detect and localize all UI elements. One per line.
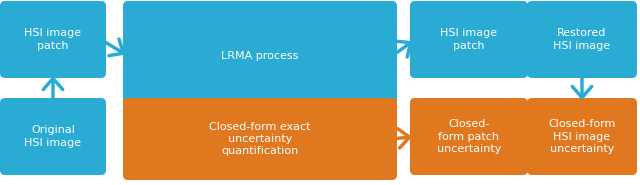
FancyBboxPatch shape: [527, 1, 637, 78]
Text: LRMA process: LRMA process: [221, 51, 299, 61]
Text: Closed-form exact
uncertainty
quantification: Closed-form exact uncertainty quantifica…: [209, 122, 311, 156]
FancyBboxPatch shape: [0, 98, 106, 175]
FancyBboxPatch shape: [123, 98, 397, 180]
FancyBboxPatch shape: [527, 98, 637, 175]
FancyBboxPatch shape: [410, 1, 528, 78]
Text: HSI image
patch: HSI image patch: [24, 28, 81, 51]
Text: HSI image
patch: HSI image patch: [440, 28, 497, 51]
Text: Original
HSI image: Original HSI image: [24, 125, 81, 148]
FancyBboxPatch shape: [0, 1, 106, 78]
Text: Closed-form
HSI image
uncertainty: Closed-form HSI image uncertainty: [548, 119, 616, 154]
FancyBboxPatch shape: [410, 98, 528, 175]
Text: Restored
HSI image: Restored HSI image: [554, 28, 611, 51]
Text: Closed-
form patch
uncertainty: Closed- form patch uncertainty: [437, 119, 501, 154]
FancyBboxPatch shape: [123, 1, 397, 111]
